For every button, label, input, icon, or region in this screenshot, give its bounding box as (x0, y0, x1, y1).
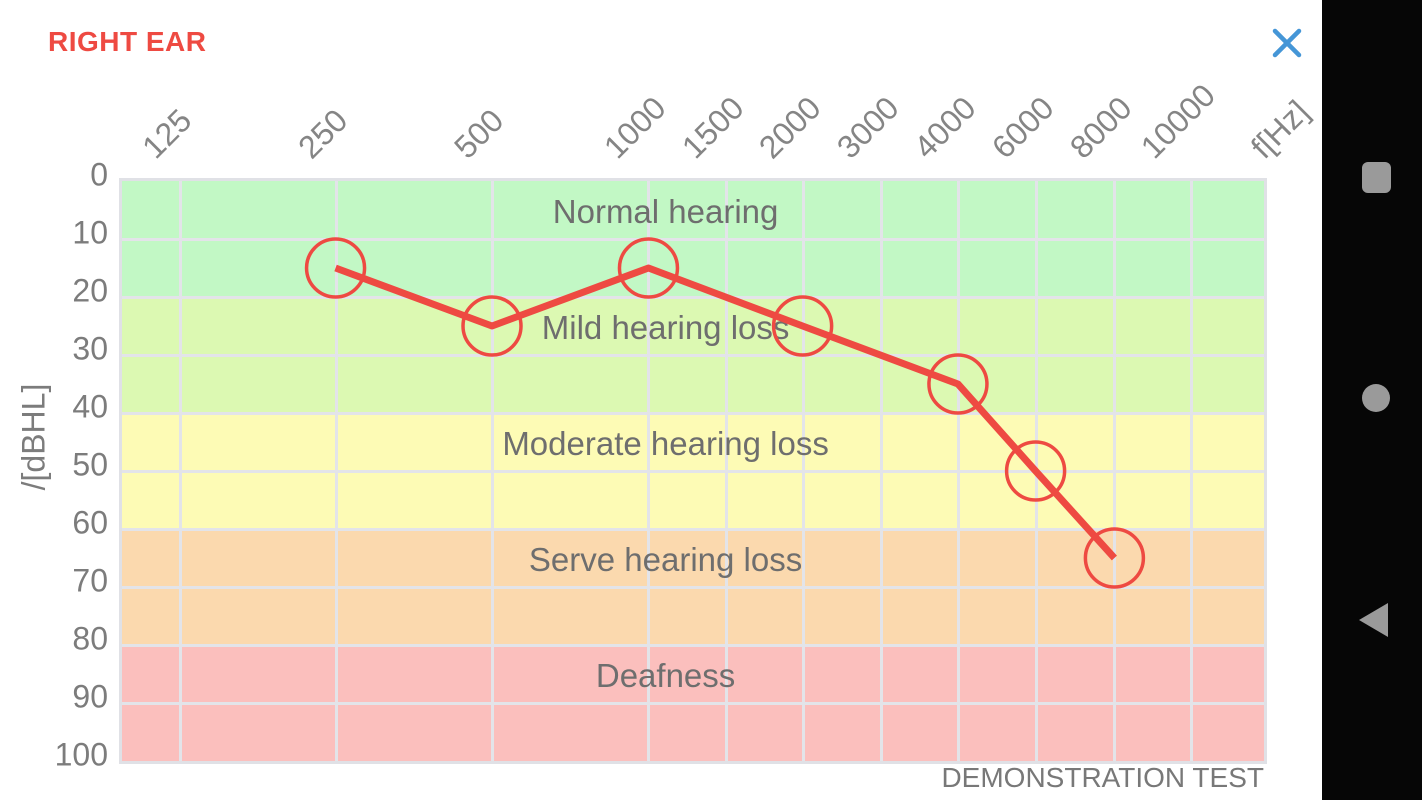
y-axis-tick-label: 30 (72, 330, 108, 367)
grid-line-horizontal (122, 528, 1264, 531)
grid-line-horizontal (122, 644, 1264, 647)
close-button[interactable] (1271, 27, 1303, 59)
x-axis-tick-label: 500 (447, 102, 511, 166)
y-axis-tick-label: 20 (72, 272, 108, 309)
grid-line-vertical (956, 181, 960, 761)
y-axis-tick-label: 100 (54, 736, 108, 773)
home-circle-icon[interactable] (1362, 384, 1390, 412)
x-axis-tick-label: 250 (290, 102, 354, 166)
data-point-circle[interactable] (461, 295, 523, 357)
grid-line-vertical (491, 181, 494, 761)
y-axis: 0 10 20 30 40 50 60 70 80 90 100 (0, 157, 114, 773)
grid-line-vertical (1113, 181, 1117, 761)
data-point-circle[interactable] (927, 353, 989, 415)
grid-line-horizontal (122, 296, 1264, 299)
y-axis-tick-label: 70 (72, 562, 108, 599)
grid-line-horizontal (122, 238, 1264, 241)
data-point-circle[interactable] (1004, 440, 1067, 502)
grid-line-vertical (647, 181, 651, 761)
y-axis-tick-label: 50 (72, 446, 108, 483)
x-axis-tick-label: 6000 (984, 89, 1061, 166)
x-axis-tick-label: 1500 (675, 89, 751, 166)
y-axis-tick-label: 90 (72, 678, 108, 715)
x-axis: 125 250 500 1000 1500 2000 3000 4000 6000 8000 100… (122, 0, 1315, 166)
data-point-circle[interactable] (1083, 527, 1146, 589)
x-axis-tick-label: 3000 (830, 89, 907, 166)
y-axis-tick-label: 60 (72, 504, 108, 541)
android-nav-bar (1322, 0, 1422, 800)
grid-line-vertical (880, 181, 884, 761)
y-axis-tick-label: 10 (72, 214, 108, 251)
threshold-line-chart (304, 237, 1146, 589)
x-axis-tick-label: 10000 (1133, 76, 1222, 166)
data-point-circle[interactable] (617, 237, 680, 299)
audiogram-screen: RIGHT EAR 125 250 500 1000 1500 2000 3000 4000 6… (0, 0, 1316, 793)
grid-line-horizontal (122, 702, 1264, 705)
y-axis-tick-label: 0 (90, 156, 108, 193)
y-axis-tick-label: 80 (72, 620, 108, 657)
x-axis-tick-label: 125 (135, 102, 199, 166)
x-axis-tick-label: 4000 (906, 89, 983, 166)
band-label: Deafness (595, 657, 736, 694)
close-icon (1272, 28, 1302, 58)
grid-line-vertical (179, 181, 183, 761)
x-axis-tick-label: 8000 (1063, 89, 1140, 166)
x-axis-unit-label: f[Hz] (1243, 93, 1316, 166)
grid-line-vertical (1189, 181, 1193, 761)
band-label: Mild hearing loss (541, 309, 790, 346)
x-axis-tick-label: 1000 (597, 89, 674, 166)
grid-line-vertical (334, 181, 338, 761)
recents-square-icon[interactable] (1362, 162, 1391, 193)
demo-watermark: DEMONSTRATION TEST (941, 762, 1264, 793)
audiogram-plot[interactable]: Normal hearing Mild hearing loss Moderate … (119, 178, 1267, 764)
band-label: Moderate hearing loss (502, 425, 829, 462)
band-label: Serve hearing loss (528, 541, 803, 578)
grid-line-vertical (801, 181, 805, 761)
grid-line-horizontal (122, 412, 1264, 415)
grid-line-horizontal (122, 470, 1264, 473)
grid-line-horizontal (122, 586, 1264, 589)
data-point-circle[interactable] (771, 295, 834, 357)
x-axis-tick-label: 2000 (751, 89, 828, 166)
grid-line-vertical (725, 181, 729, 761)
y-axis-tick-label: 40 (72, 388, 108, 425)
y-axis-title: /[dBHL] (15, 383, 52, 491)
grid-line-horizontal (122, 354, 1264, 357)
page-title: RIGHT EAR (48, 26, 207, 57)
threshold-line (334, 264, 1117, 561)
back-triangle-icon[interactable] (1359, 603, 1388, 637)
data-point-circle[interactable] (304, 237, 367, 299)
band-label: Normal hearing (552, 193, 779, 230)
